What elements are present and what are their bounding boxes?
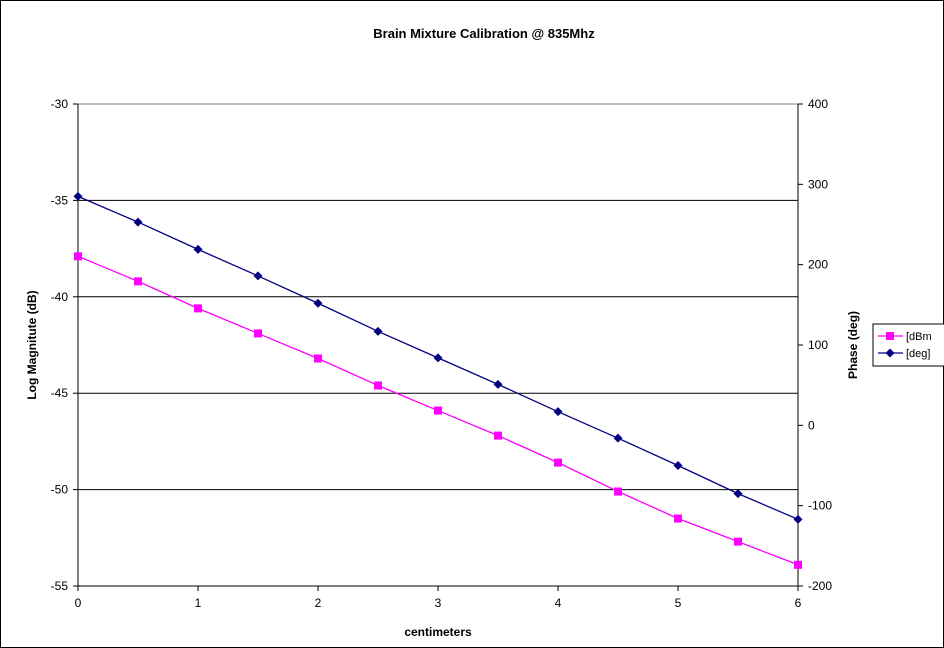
y-left-tick-label: -35 [51,193,69,207]
legend: [dBm [deg] [872,323,944,367]
x-tick-label: 1 [195,596,202,610]
y-right-tick-label: 0 [808,418,815,432]
data-point [493,379,503,389]
data-point [73,191,83,201]
y-left-tick-label: -30 [51,97,69,111]
y-right-tick-label: -200 [808,579,832,593]
series-1 [74,252,802,569]
series-2 [73,191,803,524]
x-tick-label: 3 [435,596,442,610]
y-right-tick-label: -100 [808,499,832,513]
legend-label: [deg] [906,348,930,360]
data-point [614,487,622,496]
data-point [553,407,563,417]
data-point [374,381,382,390]
data-point [373,326,383,336]
plot-area [77,103,799,587]
y-right-tick-label: 200 [808,258,828,272]
data-point [254,329,262,338]
legend-box [872,323,944,367]
data-point [74,252,82,261]
data-point [674,514,682,523]
data-point [134,277,142,286]
data-point [613,433,623,443]
chart-title: Brain Mixture Calibration @ 835Mhz [373,26,595,41]
y-left-tick-label: -40 [51,290,69,304]
y-right-axis-label: Phase (deg) [846,311,860,379]
series-layer [73,191,803,569]
y-left-tick-label: -50 [51,483,69,497]
y-right-tick-label: 300 [808,177,828,191]
y-right-tick-label: 400 [808,97,828,111]
data-point [253,271,263,281]
data-point [494,431,502,440]
legend-label: [dBm [906,331,932,343]
data-point [794,560,802,569]
y-left-tick-label: -55 [51,579,69,593]
legend-marker [885,348,895,358]
axes: -30 -35 -40 -45 -50 -55 400 300 200 100 0 -100 -200 0… [51,97,833,610]
data-point [793,514,803,524]
data-point [434,406,442,415]
data-point [554,458,562,467]
data-point [673,461,683,470]
legend-marker [886,332,894,340]
data-point [193,244,203,254]
data-point [194,304,202,313]
y-left-axis-label: Log Magnitute (dB) [25,290,39,399]
data-point [313,298,323,308]
x-tick-label: 5 [675,596,682,610]
data-point [733,489,743,499]
x-tick-label: 4 [555,596,562,610]
data-point [433,353,443,363]
x-tick-label: 6 [795,596,802,610]
gridlines [78,199,798,491]
x-axis-label: centimeters [404,625,472,639]
x-tick-label: 2 [315,596,322,610]
data-point [314,354,322,363]
data-point [734,537,742,546]
y-right-tick-label: 100 [808,338,828,352]
data-point [133,217,143,227]
x-tick-label: 0 [75,596,82,610]
legend-entries: [dBm [deg] [878,331,932,360]
y-left-tick-label: -45 [51,386,69,400]
